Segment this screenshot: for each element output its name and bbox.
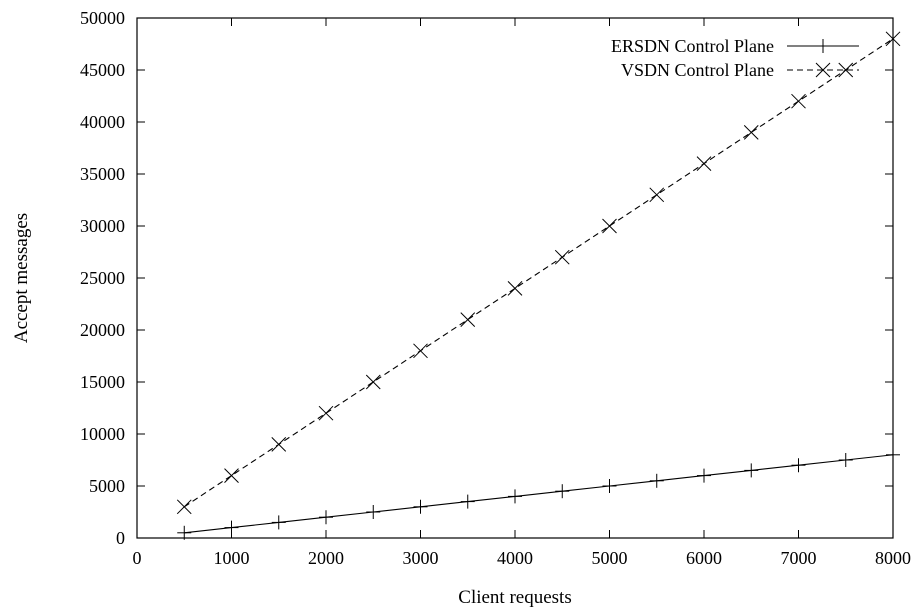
y-tick-label-0: 0 bbox=[116, 528, 125, 548]
data-point-s1-6 bbox=[460, 312, 476, 327]
data-point-s1-5 bbox=[413, 343, 428, 359]
data-point-s1-11 bbox=[696, 156, 712, 171]
x-tick-label-2: 2000 bbox=[308, 548, 344, 568]
data-point-s1-2 bbox=[271, 437, 287, 452]
data-point-s1-10 bbox=[649, 187, 665, 203]
x-tick-label-0: 0 bbox=[133, 548, 142, 568]
data-point-s0-13 bbox=[791, 458, 806, 473]
x-tick-label-7: 7000 bbox=[781, 548, 817, 568]
y-tick-label-7: 35000 bbox=[80, 164, 125, 184]
x-tick-label-1: 1000 bbox=[214, 548, 250, 568]
axis-ticks bbox=[136, 17, 894, 539]
data-point-s0-10 bbox=[649, 473, 664, 488]
data-point-s0-6 bbox=[460, 494, 475, 509]
plot-frame bbox=[136, 17, 894, 539]
series-line-1 bbox=[183, 38, 894, 508]
data-point-s0-9 bbox=[602, 479, 617, 493]
x-axis-label: Client requests bbox=[458, 587, 571, 608]
y-tick-label-5: 25000 bbox=[80, 268, 125, 288]
data-point-s1-3 bbox=[318, 405, 334, 421]
series-lines bbox=[183, 38, 894, 534]
data-point-s1-7 bbox=[507, 281, 523, 296]
y-tick-label-4: 20000 bbox=[80, 320, 125, 340]
data-point-s1-9 bbox=[602, 218, 617, 234]
y-tick-label-8: 40000 bbox=[80, 112, 125, 132]
x-tick-label-6: 6000 bbox=[686, 548, 722, 568]
data-point-s0-3 bbox=[319, 510, 333, 525]
data-point-s1-14 bbox=[838, 62, 854, 78]
legend-label-1: VSDN Control Plane bbox=[621, 60, 774, 80]
data-point-s1-4 bbox=[365, 374, 381, 390]
legend-label-0: ERSDN Control Plane bbox=[611, 36, 774, 56]
y-axis-label: Accept messages bbox=[11, 213, 32, 343]
legend-marker-1 bbox=[815, 62, 831, 78]
data-point-s1-13 bbox=[791, 93, 806, 109]
x-tick-label-8: 8000 bbox=[875, 548, 911, 568]
axis-tick-labels: 0 1000 2000 3000 4000 5000 6000 7000 8000 0 5000 10… bbox=[80, 8, 911, 568]
legend: ERSDN Control Plane VSDN Control Plane bbox=[611, 36, 859, 80]
series-line-0 bbox=[184, 454, 894, 534]
data-point-s1-12 bbox=[743, 125, 759, 140]
data-point-s1-0 bbox=[176, 499, 192, 515]
data-point-s1-1 bbox=[224, 468, 239, 483]
y-tick-label-9: 45000 bbox=[80, 60, 125, 80]
x-tick-label-4: 4000 bbox=[497, 548, 533, 568]
data-point-s0-12 bbox=[744, 463, 759, 478]
data-point-s0-2 bbox=[271, 515, 286, 530]
data-point-s0-11 bbox=[697, 468, 711, 483]
legend-marker-0 bbox=[816, 39, 830, 53]
y-tick-label-2: 10000 bbox=[80, 424, 125, 444]
data-point-s0-8 bbox=[555, 484, 570, 499]
data-point-s1-8 bbox=[554, 249, 570, 265]
data-point-s0-5 bbox=[413, 499, 428, 514]
y-tick-label-3: 15000 bbox=[80, 372, 125, 392]
x-tick-label-3: 3000 bbox=[403, 548, 439, 568]
y-tick-label-1: 5000 bbox=[89, 476, 125, 496]
x-tick-label-5: 5000 bbox=[592, 548, 628, 568]
data-point-s0-14 bbox=[838, 453, 853, 467]
y-tick-label-10: 50000 bbox=[80, 8, 125, 28]
data-point-s0-4 bbox=[366, 505, 381, 519]
y-tick-label-6: 30000 bbox=[80, 216, 125, 236]
data-point-s0-7 bbox=[508, 489, 522, 504]
series-markers bbox=[176, 31, 901, 540]
